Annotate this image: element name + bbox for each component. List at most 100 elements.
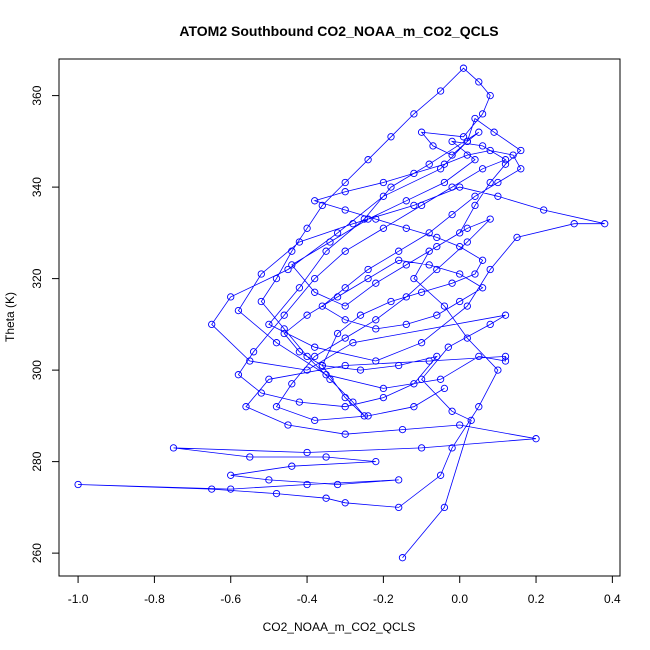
data-point — [326, 238, 334, 246]
data-point — [303, 311, 311, 319]
data-point — [395, 256, 403, 264]
data-point — [440, 302, 449, 310]
data-point — [311, 197, 319, 205]
data-point — [463, 302, 471, 310]
data-point — [459, 64, 468, 72]
data-point — [387, 133, 395, 141]
x-axis: -1.0 -0.8 -0.6 -0.4 -0.2 0.0 0.2 0.4 — [68, 575, 621, 606]
data-point — [341, 316, 349, 324]
data-point — [456, 297, 464, 306]
data-point — [74, 480, 82, 489]
data-point — [436, 375, 445, 383]
data-point — [448, 407, 456, 415]
y-tick-label: 280 — [30, 451, 44, 471]
data-point — [341, 430, 349, 438]
data-point — [501, 357, 510, 365]
data-point — [364, 274, 372, 283]
data-point — [448, 151, 456, 159]
data-point — [318, 361, 326, 370]
data-point — [440, 160, 449, 168]
y-tick-label: 320 — [30, 268, 44, 288]
data-point — [364, 215, 372, 223]
data-point — [265, 375, 273, 383]
data-point — [570, 220, 578, 228]
data-point — [280, 325, 288, 333]
data-point — [425, 357, 433, 365]
data-point — [440, 178, 449, 187]
data-point — [341, 393, 349, 402]
data-point — [372, 215, 380, 223]
data-point — [341, 247, 349, 255]
data-point — [501, 160, 510, 168]
data-point — [425, 229, 433, 237]
chart-title: ATOM2 Southbound CO2_NOAA_m_CO2_QCLS — [179, 23, 498, 39]
data-point — [333, 480, 342, 489]
data-point — [227, 293, 235, 301]
data-point — [601, 220, 609, 228]
data-point — [311, 352, 319, 361]
data-point — [478, 284, 487, 292]
data-point — [272, 339, 281, 347]
data-point — [463, 224, 471, 232]
data-point — [517, 165, 525, 173]
x-tick-label: 0.2 — [528, 592, 545, 606]
data-point — [208, 320, 216, 329]
data-point — [444, 343, 452, 351]
data-point — [387, 297, 395, 306]
data-point — [456, 270, 464, 278]
data-point — [513, 233, 521, 242]
data-point — [234, 371, 243, 379]
data-point — [395, 361, 403, 370]
data-point — [456, 229, 464, 237]
data-point — [242, 403, 250, 411]
data-point — [463, 137, 471, 146]
data-point — [463, 334, 471, 342]
y-axis-label: Theta (K) — [3, 292, 17, 342]
data-point — [448, 210, 456, 219]
data-point — [341, 178, 349, 187]
data-point — [372, 279, 380, 287]
data-point — [303, 366, 311, 374]
data-point — [295, 398, 304, 406]
data-point — [257, 270, 265, 278]
data-point — [372, 316, 380, 324]
data-point — [272, 489, 281, 498]
data-point — [440, 384, 449, 393]
data-point — [280, 329, 288, 338]
data-point — [333, 293, 342, 301]
data-point — [448, 137, 456, 146]
data-point — [169, 444, 178, 452]
data-point — [410, 380, 418, 388]
data-point — [333, 229, 342, 237]
data-point — [417, 444, 426, 452]
data-point — [417, 375, 426, 383]
data-point — [402, 320, 410, 329]
data-point — [227, 485, 235, 493]
data-point — [322, 371, 330, 379]
data-point — [372, 357, 380, 365]
data-point — [463, 151, 471, 159]
data-point — [326, 375, 334, 383]
data-point — [360, 215, 368, 223]
x-tick-label: 0.4 — [604, 592, 621, 606]
data-point — [395, 476, 403, 484]
data-point — [387, 183, 395, 191]
data-point — [341, 334, 349, 342]
x-tick-label: -0.8 — [144, 592, 165, 606]
data-point — [494, 366, 502, 374]
data-point — [448, 183, 456, 191]
data-point — [436, 87, 445, 95]
data-point — [478, 256, 487, 264]
data-point — [372, 325, 380, 333]
plot-frame — [58, 58, 621, 577]
data-point — [303, 480, 311, 489]
x-axis-label: CO2_NOAA_m_CO2_QCLS — [263, 620, 416, 634]
data-point — [372, 457, 380, 466]
data-point — [402, 224, 410, 232]
data-point — [311, 343, 319, 351]
data-point — [478, 165, 487, 173]
data-point — [311, 288, 319, 296]
data-point — [288, 380, 296, 388]
data-point — [341, 499, 349, 507]
data-point — [410, 169, 418, 178]
